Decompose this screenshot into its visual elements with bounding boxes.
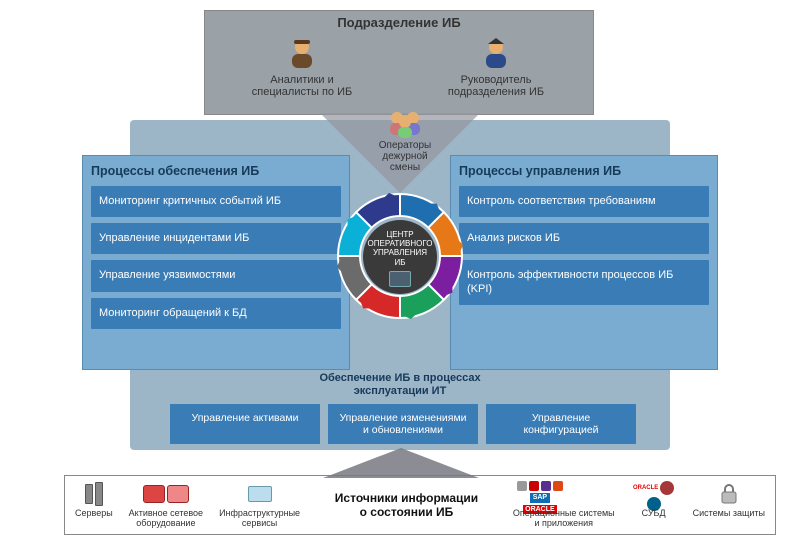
operators-icon	[385, 108, 425, 138]
footer-item-security: Системы защиты	[693, 481, 765, 529]
role-analysts-label: Аналитики и специалисты по ИБ	[227, 74, 377, 98]
footer-item-infra: Инфраструктурные сервисы	[219, 481, 300, 529]
footer-item-network: Активное сетевое оборудование	[129, 481, 203, 529]
monitor-icon	[389, 271, 411, 287]
network-icon	[129, 481, 203, 507]
footer-label: СУБД	[631, 509, 677, 519]
infra-icon	[219, 481, 300, 507]
bottom-section-title: Обеспечение ИБ в процессах эксплуатации …	[300, 372, 500, 398]
footer-right-group: SAPORACLE Операционные системы и приложе…	[513, 481, 765, 529]
flow-triangle-up	[323, 448, 479, 478]
footer-label: Активное сетевое оборудование	[129, 509, 203, 529]
bottom-item: Управление активами	[170, 404, 320, 444]
dbms-icon: ORACLE	[631, 481, 677, 507]
right-panel-title: Процессы управления ИБ	[459, 164, 709, 178]
footer-label: Системы защиты	[693, 509, 765, 519]
center-label-4: ИБ	[363, 258, 437, 267]
right-proc-item: Контроль эффективности процессов ИБ (KPI…	[459, 260, 709, 304]
left-proc-item: Управление уязвимостями	[91, 260, 341, 291]
footer-item-dbms: ORACLE СУБД	[631, 481, 677, 529]
footer-label: Серверы	[75, 509, 113, 519]
left-processes-panel: Процессы обеспечения ИБ Мониторинг крити…	[82, 155, 350, 370]
left-panel-title: Процессы обеспечения ИБ	[91, 164, 341, 178]
right-proc-item: Контроль соответствия требованиям	[459, 186, 709, 217]
center-core-circle: Центр оперативного управления ИБ	[363, 220, 437, 294]
top-department-box: Подразделение ИБ Аналитики и специалисты…	[204, 10, 594, 115]
footer-label: Инфраструктурные сервисы	[219, 509, 300, 529]
left-proc-item: Мониторинг критичных событий ИБ	[91, 186, 341, 217]
analyst-icon	[284, 36, 320, 72]
role-head-label: Руководитель подразделения ИБ	[421, 74, 571, 98]
footer-title: Источники информации о состоянии ИБ	[331, 491, 481, 520]
footer-sources-box: Серверы Активное сетевое оборудование Ин…	[64, 475, 776, 535]
left-proc-item: Управление инцидентами ИБ	[91, 223, 341, 254]
center-label-2: оперативного	[363, 239, 437, 248]
role-operators: Операторы дежурной смены	[355, 108, 455, 173]
footer-label: Операционные системы и приложения	[513, 509, 615, 529]
bottom-item: Управление конфигурацией	[486, 404, 636, 444]
right-proc-item: Анализ рисков ИБ	[459, 223, 709, 254]
top-department-title: Подразделение ИБ	[205, 11, 593, 30]
servers-icon	[75, 481, 113, 507]
top-roles-row: Аналитики и специалисты по ИБ Руководите…	[205, 36, 593, 98]
lock-icon	[693, 481, 765, 507]
center-label-3: управления	[363, 248, 437, 257]
footer-item-os: SAPORACLE Операционные системы и приложе…	[513, 481, 615, 529]
footer-left-group: Серверы Активное сетевое оборудование Ин…	[75, 481, 300, 529]
footer-item-servers: Серверы	[75, 481, 113, 529]
os-apps-icon: SAPORACLE	[513, 481, 567, 507]
center-label-1: Центр	[363, 230, 437, 239]
role-head: Руководитель подразделения ИБ	[421, 36, 571, 98]
head-icon	[478, 36, 514, 72]
bottom-items-row: Управление активами Управление изменения…	[170, 404, 636, 444]
role-analysts: Аналитики и специалисты по ИБ	[227, 36, 377, 98]
right-processes-panel: Процессы управления ИБ Контроль соответс…	[450, 155, 718, 370]
left-proc-item: Мониторинг обращений к БД	[91, 298, 341, 329]
role-operators-label: Операторы дежурной смены	[355, 140, 455, 173]
bottom-item: Управление изменениями и обновлениями	[328, 404, 478, 444]
